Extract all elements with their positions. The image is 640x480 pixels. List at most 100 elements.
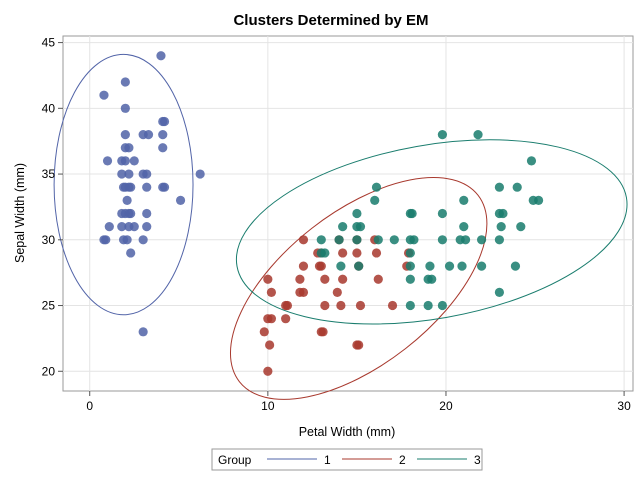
data-point-group-3	[437, 235, 448, 245]
data-point-group-1	[142, 169, 152, 179]
data-point-group-2	[336, 300, 346, 311]
data-point-group-1	[195, 169, 205, 179]
x-tick-label: 30	[617, 399, 631, 413]
legend-label-3: 3	[474, 453, 481, 467]
data-point-group-1	[122, 235, 132, 245]
legend-label-1: 1	[324, 453, 331, 467]
data-point-group-1	[158, 182, 168, 192]
data-point-group-3	[371, 182, 382, 192]
cluster-ellipse-2	[229, 177, 488, 400]
data-point-group-1	[99, 90, 109, 100]
data-point-group-1	[138, 235, 148, 245]
x-axis-label: Petal Width (mm)	[299, 425, 396, 439]
data-point-group-2	[338, 248, 348, 258]
legend-label-2: 2	[399, 453, 406, 467]
data-point-group-3	[494, 287, 505, 297]
data-point-group-1	[118, 182, 129, 192]
data-point-group-1	[104, 222, 114, 232]
data-point-group-3	[352, 208, 362, 219]
data-point-group-1	[175, 195, 186, 205]
data-point-group-1	[124, 143, 134, 153]
plot-frame	[62, 35, 634, 392]
data-point-group-1	[120, 130, 130, 140]
data-point-group-1	[158, 130, 168, 140]
data-points	[99, 51, 544, 376]
data-point-group-2	[320, 300, 330, 311]
y-tick-label: 25	[42, 299, 56, 313]
data-point-group-1	[142, 182, 152, 192]
data-point-group-1	[117, 222, 127, 232]
data-point-group-1	[138, 327, 148, 337]
legend: Group 1 2 3	[211, 448, 483, 471]
data-point-group-2	[263, 274, 273, 284]
data-point-group-3	[373, 235, 383, 245]
data-point-group-3	[405, 261, 415, 271]
data-point-group-3	[528, 195, 538, 205]
y-tick-label: 20	[42, 364, 56, 378]
data-point-group-1	[126, 208, 136, 219]
data-point-group-3	[409, 235, 419, 245]
data-point-group-2	[298, 235, 309, 245]
data-point-group-2	[355, 300, 366, 311]
data-point-group-2	[282, 300, 293, 311]
data-point-group-1	[124, 169, 134, 179]
data-point-group-3	[336, 261, 346, 271]
data-point-group-3	[459, 222, 469, 232]
y-tick-label: 35	[42, 167, 56, 181]
data-point-group-2	[387, 300, 398, 311]
data-point-group-3	[352, 235, 362, 245]
data-point-group-3	[405, 300, 415, 311]
data-point-group-2	[298, 261, 309, 271]
data-point-group-3	[459, 195, 469, 205]
data-point-group-3	[427, 274, 437, 284]
data-point-group-1	[102, 156, 113, 166]
data-point-group-2	[263, 366, 273, 376]
data-point-group-3	[460, 235, 471, 245]
data-point-group-3	[444, 261, 455, 271]
x-tick-label: 20	[439, 399, 453, 413]
data-point-group-1	[126, 182, 136, 192]
legend-items: 1 2 3	[267, 453, 481, 467]
y-tick-label: 40	[42, 101, 56, 115]
cluster-ellipse-1	[53, 53, 194, 316]
data-point-group-3	[437, 208, 448, 219]
data-point-group-2	[320, 274, 330, 284]
data-point-group-1	[117, 169, 127, 179]
data-point-group-3	[473, 130, 483, 140]
data-point-group-1	[143, 130, 154, 140]
data-point-group-2	[314, 261, 325, 271]
data-point-group-3	[437, 300, 448, 311]
data-point-group-1	[156, 51, 166, 61]
data-point-group-3	[516, 222, 526, 232]
data-point-group-2	[265, 340, 275, 350]
data-point-group-3	[423, 300, 433, 311]
data-point-group-2	[266, 314, 277, 324]
data-point-group-3	[370, 195, 380, 205]
data-point-group-2	[354, 340, 364, 350]
y-tick-label: 45	[42, 36, 56, 50]
data-point-group-1	[120, 77, 130, 87]
data-point-group-3	[316, 235, 326, 245]
data-point-group-2	[295, 287, 305, 297]
data-point-group-2	[295, 274, 305, 284]
data-point-group-3	[494, 235, 505, 245]
data-point-group-3	[496, 222, 506, 232]
data-point-group-3	[476, 261, 487, 271]
data-point-group-3	[338, 222, 348, 232]
data-point-group-1	[129, 222, 139, 232]
data-point-group-1	[142, 222, 152, 232]
data-point-group-1	[129, 156, 139, 166]
data-point-group-3	[457, 261, 467, 271]
data-point-group-3	[512, 182, 522, 192]
data-point-group-2	[371, 248, 382, 258]
data-point-group-2	[281, 314, 291, 324]
data-point-group-1	[159, 116, 170, 127]
axis-ticks: 20 25 30 35 40 45 0 10 20 30	[42, 36, 631, 413]
data-point-group-2	[318, 327, 328, 337]
data-point-group-3	[498, 208, 508, 219]
data-point-group-2	[338, 274, 348, 284]
data-point-group-3	[389, 235, 399, 245]
data-point-group-2	[266, 287, 277, 297]
data-point-group-3	[437, 130, 448, 140]
